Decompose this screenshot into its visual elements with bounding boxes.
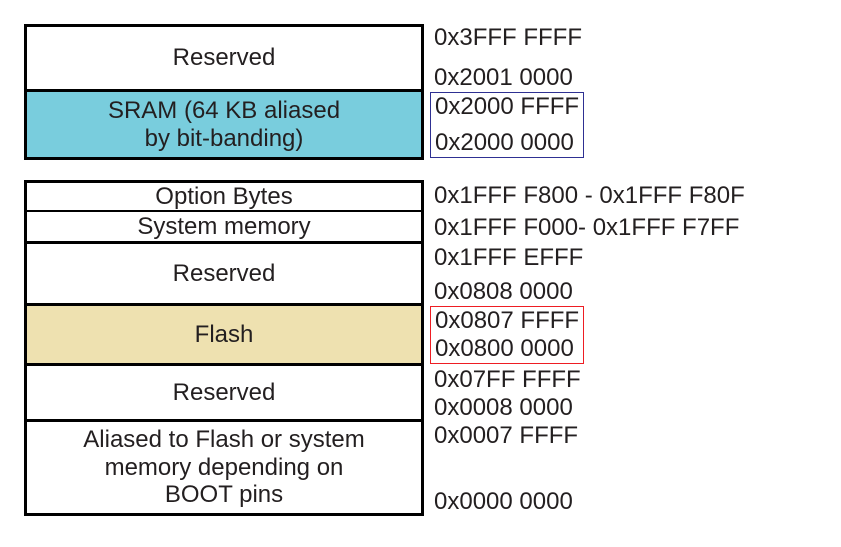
address-top: 0x1FFF F800 - 0x1FFF F80F: [434, 182, 745, 210]
memory-region: Reserved: [24, 366, 424, 422]
address-bottom: 0x0008 0000: [434, 394, 581, 422]
address-top: 0x1FFF EFFF: [434, 244, 583, 272]
memory-region: SRAM (64 KB aliasedby bit-banding): [24, 92, 424, 160]
region-label: Aliased to Flash or systemmemory dependi…: [83, 426, 364, 509]
region-label: System memory: [137, 213, 310, 241]
region-label: SRAM (64 KB aliasedby bit-banding): [108, 97, 340, 152]
memory-region: Reserved: [24, 24, 424, 92]
address-column: 0x3FFF FFFF 0x2001 0000: [434, 24, 582, 92]
memory-row: SRAM (64 KB aliasedby bit-banding) 0x2000…: [24, 92, 841, 160]
address-column: 0x2000 FFFF 0x2000 0000: [434, 92, 584, 160]
memory-region: Option Bytes: [24, 180, 424, 212]
address-top: 0x0807 FFFF: [435, 307, 579, 335]
region-label: Reserved: [173, 44, 276, 72]
memory-row: System memory 0x1FFF F000- 0x1FFF F7FF: [24, 212, 841, 244]
address-bottom: 0x2000 0000: [435, 129, 579, 157]
address-bottom: 0x0000 0000: [434, 488, 578, 516]
memory-row: Option Bytes 0x1FFF F800 - 0x1FFF F80F: [24, 180, 841, 212]
memory-row: Reserved 0x3FFF FFFF 0x2001 0000: [24, 24, 841, 92]
address-column: 0x1FFF F800 - 0x1FFF F80F: [434, 180, 745, 212]
region-label: Reserved: [173, 260, 276, 288]
address-top: 0x2000 FFFF: [435, 93, 579, 121]
address-column: 0x0007 FFFF 0x0000 0000: [434, 422, 578, 516]
memory-region: Aliased to Flash or systemmemory dependi…: [24, 422, 424, 516]
memory-row: Reserved 0x1FFF EFFF 0x0808 0000: [24, 244, 841, 306]
memory-region: Reserved: [24, 244, 424, 306]
address-top: 0x3FFF FFFF: [434, 24, 582, 52]
memory-row: Aliased to Flash or systemmemory dependi…: [24, 422, 841, 516]
region-label: Flash: [195, 321, 254, 349]
address-column: 0x0807 FFFF0x0800 0000: [434, 306, 584, 366]
address-frame: 0x2000 FFFF 0x2000 0000: [430, 92, 584, 158]
address-column: 0x07FF FFFF0x0008 0000: [434, 366, 581, 422]
address-bottom: 0x0800 0000: [435, 335, 579, 363]
address-column: 0x1FFF EFFF 0x0808 0000: [434, 244, 583, 306]
memory-region: Flash: [24, 306, 424, 366]
address-bottom: 0x0808 0000: [434, 278, 583, 306]
memory-region: System memory: [24, 212, 424, 244]
address-frame: 0x0807 FFFF0x0800 0000: [430, 306, 584, 364]
address-top: 0x07FF FFFF: [434, 366, 581, 394]
group-gap: [24, 160, 841, 180]
address-column: 0x1FFF F000- 0x1FFF F7FF: [434, 212, 739, 244]
address-top: 0x1FFF F000- 0x1FFF F7FF: [434, 214, 739, 242]
region-label: Option Bytes: [155, 183, 292, 211]
region-label: Reserved: [173, 379, 276, 407]
address-top: 0x0007 FFFF: [434, 422, 578, 450]
memory-row: Reserved 0x07FF FFFF0x0008 0000: [24, 366, 841, 422]
memory-row: Flash 0x0807 FFFF0x0800 0000: [24, 306, 841, 366]
address-bottom: 0x2001 0000: [434, 64, 582, 92]
